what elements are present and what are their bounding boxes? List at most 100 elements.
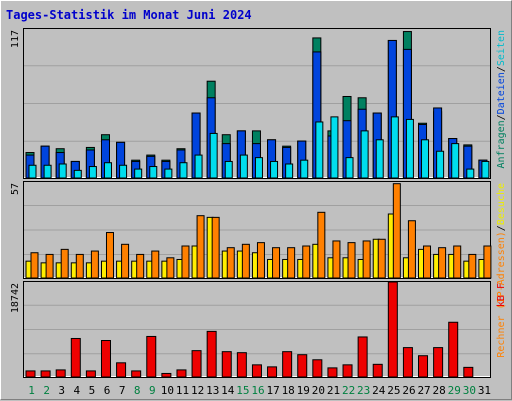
- day-label-20: 20: [312, 384, 325, 397]
- bar-seiten-day-24: [375, 139, 384, 179]
- bar-rechner-day-9: [151, 250, 160, 279]
- bar-kbf-day-18: [282, 351, 293, 378]
- bar-kbf-day-21: [327, 367, 338, 378]
- bar-seiten-day-1: [28, 164, 37, 179]
- bar-kbf-day-20: [312, 359, 323, 378]
- day-label-14: 14: [221, 384, 235, 397]
- bar-rechner-day-14: [226, 247, 235, 279]
- bar-kbf-day-24: [372, 363, 383, 378]
- bar-rechner-day-27: [423, 245, 432, 279]
- bar-seiten-day-20: [315, 121, 324, 179]
- bar-rechner-day-29: [453, 245, 462, 279]
- bar-rechner-day-25: [392, 183, 401, 279]
- bar-rechner-day-19: [302, 245, 311, 279]
- legend-entry: /: [496, 114, 507, 120]
- day-label-16: 16: [251, 384, 264, 397]
- bar-rechner-day-23: [362, 240, 371, 279]
- bar-rechner-day-22: [347, 242, 356, 279]
- bar-kbf-day-30: [463, 366, 474, 378]
- bar-rechner-day-26: [407, 220, 416, 279]
- bar-seiten-day-4: [73, 169, 82, 179]
- bar-kbf-day-14: [221, 351, 232, 378]
- legend-entry: Seiten: [496, 30, 507, 66]
- bar-kbf-day-12: [191, 350, 202, 378]
- bar-rechner-day-16: [256, 242, 265, 279]
- bar-seiten-day-10: [164, 168, 173, 179]
- bar-seiten-day-28: [436, 150, 445, 179]
- bar-rechner-day-12: [196, 215, 205, 279]
- page-title: Tages-Statistik im Monat Juni 2024: [6, 8, 252, 22]
- day-label-27: 27: [417, 384, 430, 397]
- bar-kbf-day-22: [342, 364, 353, 378]
- day-label-8: 8: [134, 384, 141, 397]
- legend-entry: /: [496, 225, 507, 231]
- bar-rechner-day-10: [166, 257, 175, 279]
- bar-seiten-day-29: [451, 143, 460, 179]
- bar-rechner-day-21: [332, 240, 341, 279]
- bar-kbf-day-26: [402, 347, 413, 378]
- day-label-7: 7: [119, 384, 126, 397]
- legend-entry: /: [496, 66, 507, 72]
- bar-seiten-day-12: [194, 154, 203, 179]
- bar-kbf-day-28: [433, 347, 444, 378]
- bar-kbf-day-6: [100, 340, 111, 378]
- bar-kbf-day-1: [25, 370, 36, 378]
- bar-seiten-day-13: [209, 132, 218, 179]
- bar-kbf-day-2: [40, 370, 51, 378]
- bar-rechner-day-31: [483, 245, 492, 279]
- bar-rechner-day-20: [317, 211, 326, 279]
- bar-rechner-day-15: [241, 243, 250, 279]
- bar-seiten-day-15: [239, 154, 248, 179]
- day-label-22: 22: [342, 384, 355, 397]
- bar-rechner-day-18: [287, 247, 296, 279]
- bar-seiten-day-16: [254, 157, 263, 179]
- bar-rechner-day-6: [105, 232, 114, 279]
- bar-rechner-day-7: [121, 243, 130, 279]
- bar-seiten-day-17: [270, 160, 279, 179]
- legend-entry: kB F: [496, 283, 507, 307]
- bar-kbf-day-13: [206, 330, 217, 378]
- bar-kbf-day-9: [146, 335, 157, 378]
- bar-kbf-day-7: [116, 362, 127, 378]
- legend-panel-1: Anfragen/Dateien/Seiten: [496, 30, 507, 169]
- day-label-5: 5: [89, 384, 96, 397]
- bar-seiten-day-30: [466, 168, 475, 179]
- bar-seiten-day-5: [88, 166, 97, 179]
- legend-entry: Dateien: [496, 72, 507, 114]
- bar-kbf-day-3: [55, 369, 66, 378]
- bar-seiten-day-19: [300, 159, 309, 179]
- day-label-6: 6: [104, 384, 111, 397]
- bar-rechner-day-8: [136, 253, 145, 279]
- bar-rechner-day-13: [211, 216, 220, 279]
- y-max-label: 57: [10, 183, 21, 195]
- bar-kbf-day-27: [418, 355, 429, 378]
- y-max-label: 117: [10, 30, 21, 48]
- bar-seiten-day-8: [134, 168, 143, 179]
- bar-seiten-day-22: [345, 157, 354, 179]
- day-label-10: 10: [161, 384, 174, 397]
- day-label-26: 26: [402, 384, 415, 397]
- day-label-30: 30: [463, 384, 476, 397]
- bar-seiten-day-11: [179, 162, 188, 179]
- bar-rechner-day-5: [90, 250, 99, 279]
- bar-rechner-day-28: [438, 247, 447, 279]
- bar-seiten-day-7: [119, 164, 128, 179]
- bar-rechner-day-4: [75, 253, 84, 279]
- bar-kbf-day-15: [236, 352, 247, 378]
- bar-kbf-day-16: [251, 364, 262, 378]
- day-label-31: 31: [478, 384, 491, 397]
- day-label-28: 28: [433, 384, 446, 397]
- bar-seiten-day-2: [43, 164, 52, 179]
- bar-kbf-day-29: [448, 321, 459, 378]
- legend-panel-2: Rechner (IP-Adressen)/Besuche: [496, 183, 507, 358]
- legend-panel-3: kB F: [496, 283, 507, 307]
- day-label-29: 29: [448, 384, 461, 397]
- bar-kbf-day-25: [387, 281, 398, 378]
- bar-seiten-day-25: [390, 116, 399, 179]
- bar-rechner-day-3: [60, 248, 69, 279]
- bar-kbf-day-17: [267, 366, 278, 378]
- bar-seiten-day-18: [285, 163, 294, 179]
- bar-seiten-day-26: [405, 118, 414, 179]
